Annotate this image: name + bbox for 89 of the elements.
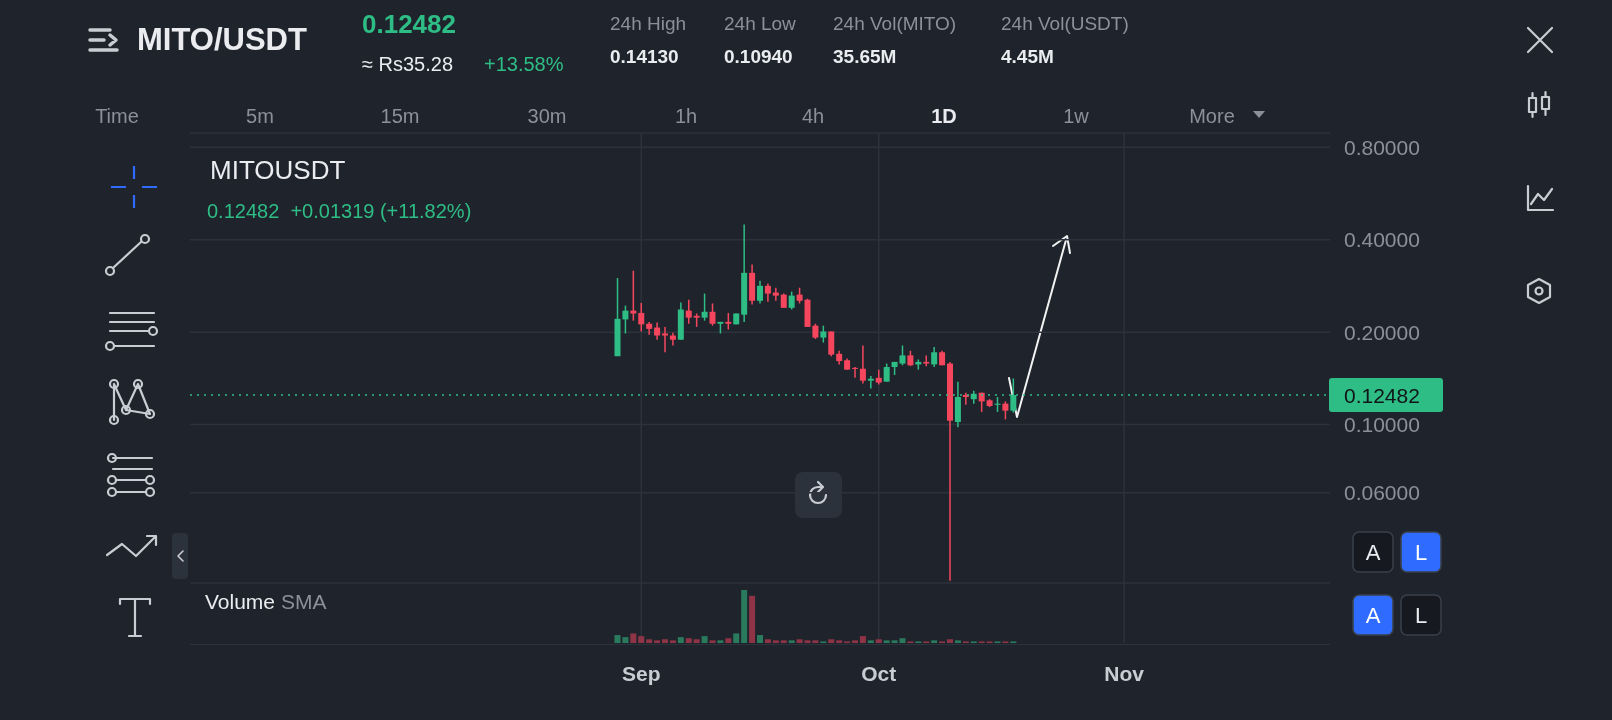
candlestick	[638, 302, 645, 333]
x-tick-label: Sep	[621, 661, 661, 685]
bar	[772, 640, 779, 643]
y-tick-label: 0.06000	[1344, 481, 1420, 505]
bar	[630, 633, 637, 643]
text: A	[1365, 602, 1381, 628]
bar	[685, 638, 692, 643]
candlestick	[883, 362, 890, 383]
bar	[891, 640, 898, 643]
text: 15m	[380, 105, 420, 127]
text: 24h Vol(USDT)	[1001, 12, 1129, 34]
candlestick	[685, 298, 692, 325]
text: 35.65M	[833, 45, 897, 67]
text: 24h Low	[724, 12, 797, 34]
candlestick	[772, 286, 779, 302]
text: +13.58%	[484, 53, 564, 75]
bar	[709, 640, 716, 643]
bar	[954, 640, 961, 643]
text: 0.12482 +0.01319 (+11.82%)	[207, 200, 472, 222]
text: L	[1414, 602, 1428, 628]
chart-title: Volume	[205, 589, 276, 613]
bar	[677, 637, 684, 643]
text: 1w	[1063, 105, 1090, 127]
candlestick	[899, 344, 906, 367]
text: MITO/USDT	[137, 21, 307, 57]
text: 0.12482	[362, 9, 456, 39]
bar	[764, 639, 771, 643]
bar	[931, 640, 938, 643]
candlestick	[852, 366, 858, 379]
bar	[669, 640, 676, 643]
ref-line-label: 0.12482	[1344, 383, 1420, 407]
text: 24h High	[610, 12, 687, 34]
text: 5m	[246, 105, 274, 127]
bar	[859, 636, 866, 643]
bar	[733, 633, 740, 643]
bar	[725, 638, 732, 643]
text: Time	[95, 105, 139, 127]
candlestick	[764, 282, 771, 303]
bar	[875, 639, 882, 643]
candlestick	[828, 330, 835, 357]
y-tick-label: 0.20000	[1344, 320, 1420, 344]
bar	[899, 638, 906, 643]
bar	[741, 590, 748, 643]
bar	[867, 640, 874, 643]
candlestick	[709, 302, 716, 327]
text: More	[1189, 105, 1235, 127]
text: 1h	[674, 105, 698, 127]
candlestick	[875, 368, 882, 386]
bar	[796, 639, 803, 643]
text: ≈ Rs35.28	[362, 53, 454, 75]
text: 1D	[931, 105, 957, 127]
bar	[646, 639, 653, 643]
text: 30m	[527, 105, 567, 127]
chart-subtitle: SMA	[281, 589, 327, 613]
text: MITOUSDT	[210, 155, 346, 185]
candlestick	[757, 280, 763, 305]
y-tick-label: 0.80000	[1344, 135, 1420, 159]
bar	[947, 639, 953, 643]
text: L	[1414, 539, 1428, 565]
bar	[638, 636, 645, 643]
bar	[828, 639, 835, 643]
candlestick	[662, 326, 668, 354]
candlestick	[622, 304, 629, 335]
y-tick-label: 0.10000	[1344, 413, 1420, 437]
text: 24h Vol(MITO)	[833, 12, 957, 34]
bar	[780, 640, 787, 643]
text: 0.14130	[610, 45, 679, 67]
text: A	[1365, 539, 1381, 565]
candlestick	[701, 292, 708, 322]
candlestick	[859, 344, 866, 385]
bar	[757, 635, 763, 643]
bar	[883, 640, 890, 643]
bar	[662, 639, 668, 643]
text: 4h	[801, 105, 825, 127]
bar	[654, 640, 661, 643]
bar	[749, 595, 756, 643]
text: 4.45M	[1001, 45, 1054, 67]
bar	[717, 640, 724, 643]
candlestick	[867, 375, 874, 390]
bar	[693, 639, 700, 643]
y-tick-label: 0.40000	[1344, 228, 1420, 252]
bar	[836, 640, 843, 643]
bar	[701, 636, 708, 643]
text: 0.10940	[724, 45, 793, 67]
x-tick-label: Oct	[861, 661, 897, 685]
bar	[788, 640, 795, 643]
bar	[852, 640, 858, 643]
candlestick	[931, 346, 938, 368]
x-tick-label: Nov	[1104, 661, 1145, 685]
